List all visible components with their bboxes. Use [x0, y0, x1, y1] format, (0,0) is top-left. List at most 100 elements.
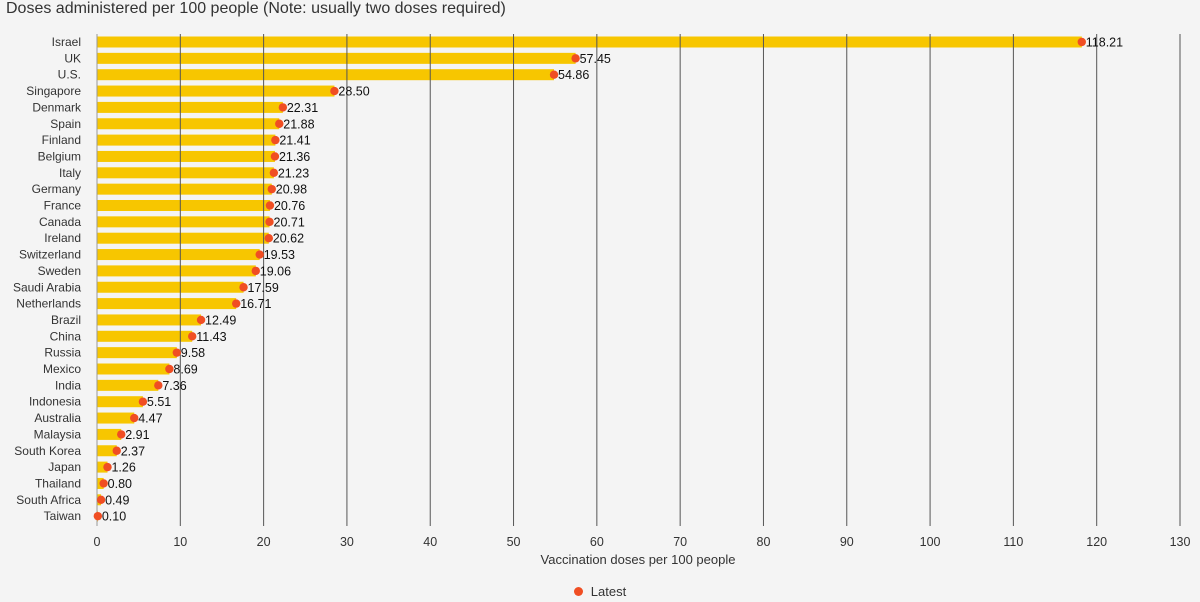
bar [97, 85, 335, 97]
category-label: Indonesia [29, 395, 81, 409]
category-label: Netherlands [16, 297, 81, 311]
bar [97, 281, 244, 293]
bar [97, 167, 274, 179]
category-label: UK [64, 51, 81, 65]
category-label: South Korea [14, 444, 81, 458]
x-axis-title: Vaccination doses per 100 people [541, 552, 736, 567]
value-label: 0.49 [105, 493, 129, 507]
bar [97, 396, 143, 408]
category-label: Saudi Arabia [13, 280, 81, 294]
x-tick-label: 60 [590, 535, 604, 549]
category-label: Japan [48, 460, 81, 474]
category-label: Thailand [35, 476, 81, 490]
value-label: 20.98 [276, 183, 307, 197]
bar [97, 36, 1082, 48]
value-label: 2.37 [121, 444, 145, 458]
value-label: 20.62 [273, 232, 304, 246]
value-label: 20.76 [274, 199, 305, 213]
value-label: 8.69 [173, 363, 197, 377]
value-label: 20.71 [274, 215, 305, 229]
category-label: Finland [42, 133, 81, 147]
latest-dot [271, 135, 280, 145]
value-label: 54.86 [558, 68, 589, 82]
latest-dot [270, 152, 280, 161]
value-label: 21.88 [283, 117, 314, 131]
value-label: 21.41 [279, 134, 310, 148]
value-label: 0.80 [108, 477, 132, 491]
bar [97, 445, 117, 457]
value-label: 21.36 [279, 150, 310, 164]
x-tick-label: 120 [1086, 535, 1107, 549]
value-labels: 118.21 57.45 54.86 28.50 22.31 21.88 21.41 21.3… [102, 36, 1123, 524]
value-label: 4.47 [138, 412, 162, 426]
latest-dots [93, 37, 1086, 521]
bar [97, 52, 576, 64]
category-label: Israel [52, 35, 81, 49]
latest-dot [138, 397, 148, 406]
x-tick-label: 40 [423, 535, 437, 549]
latest-dot [275, 119, 284, 128]
value-label: 11.43 [196, 330, 226, 344]
category-label: France [44, 199, 82, 213]
value-label: 2.91 [125, 428, 149, 442]
bar [97, 428, 122, 440]
category-label: Italy [59, 166, 81, 180]
latest-dot [571, 54, 580, 63]
latest-dot [255, 250, 264, 259]
bar [97, 69, 555, 81]
bar [97, 347, 177, 359]
latest-dot [265, 217, 274, 227]
x-tick-label: 50 [507, 535, 521, 549]
bar [97, 118, 280, 130]
latest-dot [172, 348, 182, 357]
latest-dot [232, 299, 241, 308]
latest-dot [96, 495, 106, 504]
latest-dot [269, 168, 279, 177]
value-label: 22.31 [287, 101, 318, 115]
latest-dot [549, 70, 559, 79]
value-label: 19.53 [264, 248, 295, 262]
value-label: 9.58 [181, 346, 205, 360]
x-tick-labels: 0 10 20 30 40 50 60 70 80 90 100 110 120 130 [94, 535, 1191, 549]
bar [97, 379, 159, 391]
latest-dot [239, 283, 248, 292]
category-label: Malaysia [34, 427, 82, 441]
bar [97, 412, 135, 424]
category-label: Spain [50, 117, 81, 131]
value-label: 1.26 [111, 461, 135, 475]
latest-dot [130, 413, 139, 423]
bar [97, 216, 270, 228]
latest-dot [93, 511, 103, 521]
category-label: Australia [34, 411, 81, 425]
latest-dot [278, 103, 288, 112]
value-label: 28.50 [338, 85, 369, 99]
bar [97, 183, 272, 195]
bar [97, 249, 260, 261]
latest-dot [117, 430, 126, 439]
bar [97, 232, 269, 244]
chart-title: Doses administered per 100 people (Note:… [6, 0, 506, 17]
bar [97, 200, 270, 211]
gridlines [179, 34, 1181, 526]
category-label: Brazil [51, 313, 81, 327]
value-label: 12.49 [205, 313, 236, 327]
category-label: South Africa [16, 493, 81, 507]
latest-dot [267, 184, 276, 194]
bar [97, 265, 256, 277]
bar [97, 363, 170, 375]
value-label: 21.23 [278, 166, 309, 180]
value-label: 7.36 [162, 379, 186, 393]
category-label: Taiwan [44, 509, 81, 523]
category-label: U.S. [58, 68, 81, 82]
latest-dot [265, 201, 275, 210]
value-label: 19.06 [260, 264, 291, 278]
category-label: Mexico [43, 362, 81, 376]
value-label: 57.45 [580, 52, 611, 66]
x-tick-label: 100 [920, 535, 941, 549]
value-label: 0.10 [102, 510, 126, 524]
value-label: 17.59 [248, 281, 279, 295]
category-label: Russia [44, 346, 81, 360]
category-label: Canada [39, 215, 81, 229]
latest-dot [112, 446, 121, 455]
